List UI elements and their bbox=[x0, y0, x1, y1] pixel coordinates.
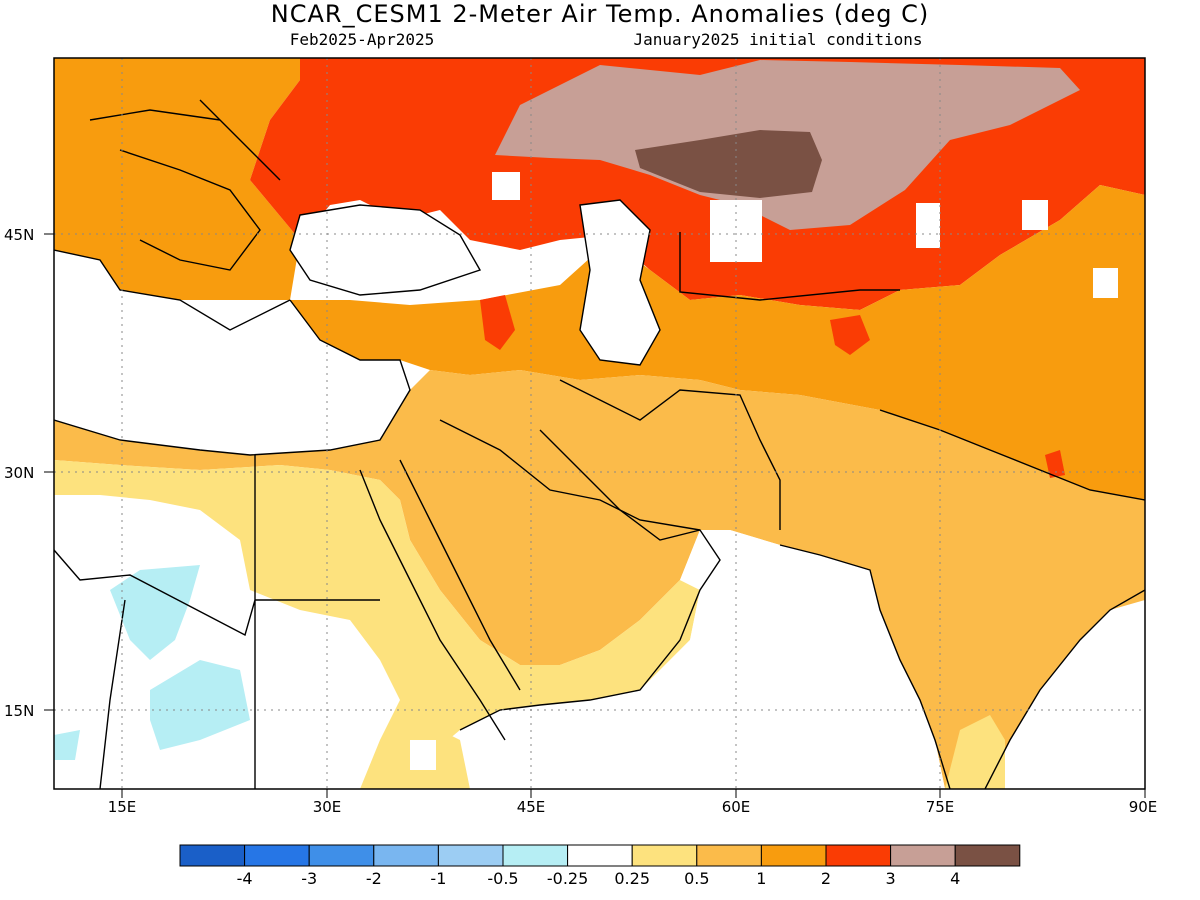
colorbar-box bbox=[437, 844, 504, 867]
latitude-axis: 45N 30N 15N bbox=[4, 226, 54, 720]
lon-label-15e: 15E bbox=[108, 798, 137, 816]
colorbar-box bbox=[373, 844, 439, 867]
colorbar-box bbox=[631, 844, 698, 867]
neutral-mediterranean bbox=[54, 250, 410, 455]
colorbar-label: -1 bbox=[430, 869, 446, 888]
lon-label-45e: 45E bbox=[517, 798, 546, 816]
border-iran bbox=[559, 379, 781, 530]
coastlines-and-borders bbox=[54, 99, 1145, 789]
colorbar-label: 1 bbox=[756, 869, 766, 888]
border-kazakhstan bbox=[679, 232, 900, 301]
graticule bbox=[54, 58, 1145, 789]
neutral-caspian bbox=[580, 200, 660, 365]
colorbar-label: 0.5 bbox=[684, 869, 709, 888]
border-arabia bbox=[439, 419, 701, 531]
colorbar-box bbox=[954, 844, 1021, 867]
border-himalaya bbox=[879, 409, 1145, 501]
colorbar-box bbox=[890, 844, 956, 867]
colorbar-box bbox=[308, 844, 375, 867]
colorbar-label: -0.5 bbox=[487, 869, 518, 888]
colorbar-label: 4 bbox=[950, 869, 960, 888]
colorbar-box bbox=[567, 844, 633, 867]
colorbar-box bbox=[696, 844, 762, 867]
neutral-black-sea bbox=[290, 205, 480, 295]
map-frame bbox=[53, 57, 1146, 790]
coastline-india bbox=[779, 544, 1145, 789]
anomaly-region-1to2-middle bbox=[290, 185, 1145, 500]
coastline-red-sea bbox=[359, 459, 521, 741]
coastline-mediterranean bbox=[54, 249, 411, 456]
colorbar-box bbox=[244, 844, 310, 867]
lon-label-30e: 30E bbox=[313, 798, 342, 816]
anomaly-region-0.25to0.5-africa bbox=[54, 460, 700, 789]
colorbar-box bbox=[825, 844, 892, 867]
lon-label-90e: 90E bbox=[1129, 798, 1158, 816]
lon-label-75e: 75E bbox=[926, 798, 955, 816]
anomaly-spot-pamir bbox=[830, 315, 870, 355]
longitude-axis: 15E 30E 45E 60E 75E 90E bbox=[108, 789, 1158, 816]
anomaly-spot-east-turkey bbox=[480, 295, 515, 350]
lat-label-30n: 30N bbox=[4, 464, 34, 482]
anomaly-spot-nepal bbox=[1045, 450, 1065, 478]
colorbar-box bbox=[502, 844, 569, 867]
colorbar-box bbox=[179, 844, 246, 867]
colorbar-label: -3 bbox=[301, 869, 317, 888]
colorbar-label: -0.25 bbox=[547, 869, 588, 888]
colorbar-label: 0.25 bbox=[614, 869, 650, 888]
coastline-caspian bbox=[579, 199, 661, 366]
anomaly-region-1to2-europe bbox=[54, 58, 300, 300]
colorbar-label: 2 bbox=[821, 869, 831, 888]
border-europe bbox=[89, 99, 281, 271]
colorbar-label: 3 bbox=[886, 869, 896, 888]
colorbar-labels: -4 -3 -2 -1 -0.5 -0.25 0.25 0.5 1 2 3 4 bbox=[237, 869, 961, 888]
coastline-black-sea bbox=[289, 204, 482, 296]
anomaly-shading bbox=[54, 58, 1145, 789]
map-panel bbox=[54, 58, 1145, 789]
anomaly-region-0.25to0.5-south bbox=[945, 715, 1005, 789]
anomaly-region-0.5to1 bbox=[54, 370, 1145, 789]
border-africa bbox=[54, 455, 380, 789]
anomaly-region-above4 bbox=[635, 130, 822, 198]
lat-label-15n: 15N bbox=[4, 702, 34, 720]
lat-label-45n: 45N bbox=[4, 226, 34, 244]
anomaly-region-neg0.25to0.5 bbox=[54, 565, 250, 760]
initial-conditions: January2025 initial conditions bbox=[634, 30, 923, 49]
colorbar bbox=[179, 844, 1021, 867]
colorbar-label: -2 bbox=[366, 869, 382, 888]
forecast-period: Feb2025-Apr2025 bbox=[290, 30, 435, 49]
colorbar-label: -4 bbox=[237, 869, 253, 888]
neutral-arabian-sea bbox=[460, 530, 945, 789]
lon-label-60e: 60E bbox=[722, 798, 751, 816]
colorbar-box bbox=[760, 844, 827, 867]
map-title: NCAR_CESM1 2-Meter Air Temp. Anomalies (… bbox=[271, 0, 929, 28]
